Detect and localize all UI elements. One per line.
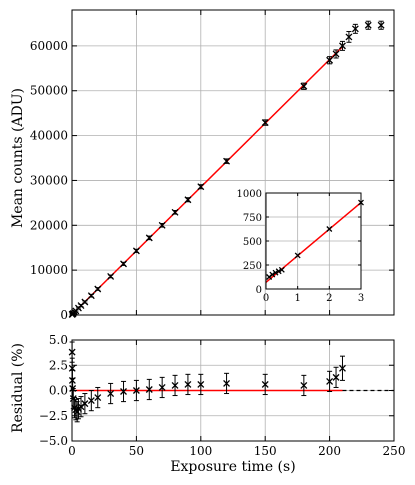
residual-panel: 0 50 100 150 200 250 −5.0 −2.5 0.0 2.5 5.0 (39, 333, 406, 458)
main-point (377, 21, 385, 29)
main-point (223, 157, 231, 165)
main-point (158, 221, 166, 229)
main-point (120, 260, 127, 268)
residual-ytick-label: 0.0 (49, 384, 68, 398)
main-point (345, 33, 353, 41)
residual-xtick-label: 100 (189, 444, 212, 458)
inset-ytick-label: 750 (243, 213, 262, 224)
main-point (364, 21, 372, 29)
main-point (81, 298, 89, 306)
inset-xtick-label: 0 (263, 293, 269, 304)
inset-point (278, 266, 285, 273)
main-ytick-label: 40000 (30, 129, 68, 143)
residual-xtick-label: 250 (383, 444, 406, 458)
residual-ytick-label: −5.0 (39, 434, 68, 448)
main-ylabel: Mean counts (ADU) (10, 88, 26, 228)
inset-ytick-label: 250 (243, 261, 262, 272)
main-point (339, 42, 346, 50)
main-ytick-label: 50000 (30, 84, 68, 98)
main-point (87, 292, 95, 300)
residual-point (339, 364, 346, 372)
residual-point (197, 380, 205, 388)
main-point (261, 119, 269, 127)
main-point (145, 234, 153, 242)
inset-point (294, 252, 301, 259)
main-ytick-label: 20000 (30, 218, 68, 232)
residual-point (158, 384, 166, 391)
inset-panel: 0 1 2 3 0 250 500 750 1000 (237, 189, 365, 304)
main-point (94, 285, 102, 293)
main-ytick-label: 10000 (30, 263, 68, 277)
inset-xtick-label: 1 (294, 293, 300, 304)
inset-point (269, 271, 276, 278)
residual-point (332, 373, 340, 381)
main-ytick-label: 60000 (30, 39, 68, 53)
main-point (184, 196, 192, 204)
residual-point (69, 395, 77, 403)
inset-point (272, 269, 279, 276)
main-fit-line (71, 46, 344, 316)
residual-point (223, 379, 231, 387)
main-point (300, 82, 308, 90)
residual-ytick-label: −2.5 (39, 409, 68, 423)
inset-xtick-label: 2 (326, 293, 332, 304)
residual-ytick-label: 5.0 (49, 333, 68, 347)
residual-point (81, 400, 89, 408)
residual-point (326, 377, 334, 385)
residual-point (87, 397, 95, 405)
main-frame (71, 9, 395, 316)
inset-ytick-label: 0 (256, 285, 262, 296)
inset-point (326, 226, 333, 232)
residual-xtick-label: 150 (254, 444, 277, 458)
residual-point (120, 388, 127, 395)
residual-xtick-label: 200 (318, 444, 341, 458)
main-point (171, 208, 179, 216)
inset-point (275, 268, 282, 275)
main-ytick-label: 30000 (30, 173, 68, 187)
residual-point (107, 390, 115, 397)
main-ytick-label: 0 (60, 308, 68, 322)
inset-xtick-label: 3 (358, 293, 364, 304)
main-point (351, 25, 359, 33)
residual-point (261, 380, 269, 388)
main-point (332, 50, 340, 58)
residual-ylabel: Residual (%) (10, 343, 26, 433)
residual-point (300, 381, 308, 389)
residual-xtick-label: 50 (129, 444, 144, 458)
residual-point (171, 381, 179, 389)
residual-point (184, 380, 192, 388)
inset-ytick-label: 500 (243, 237, 262, 248)
residual-point (145, 386, 153, 393)
main-point (197, 183, 205, 191)
residual-ytick-label: 2.5 (49, 358, 68, 372)
residual-point (132, 387, 140, 394)
residual-xtick-label: 0 (68, 444, 76, 458)
inset-ytick-label: 1000 (237, 189, 262, 200)
xlabel: Exposure time (s) (170, 459, 295, 475)
main-point (107, 272, 115, 280)
main-point (326, 56, 334, 64)
residual-point (94, 394, 102, 402)
main-point (132, 247, 140, 255)
